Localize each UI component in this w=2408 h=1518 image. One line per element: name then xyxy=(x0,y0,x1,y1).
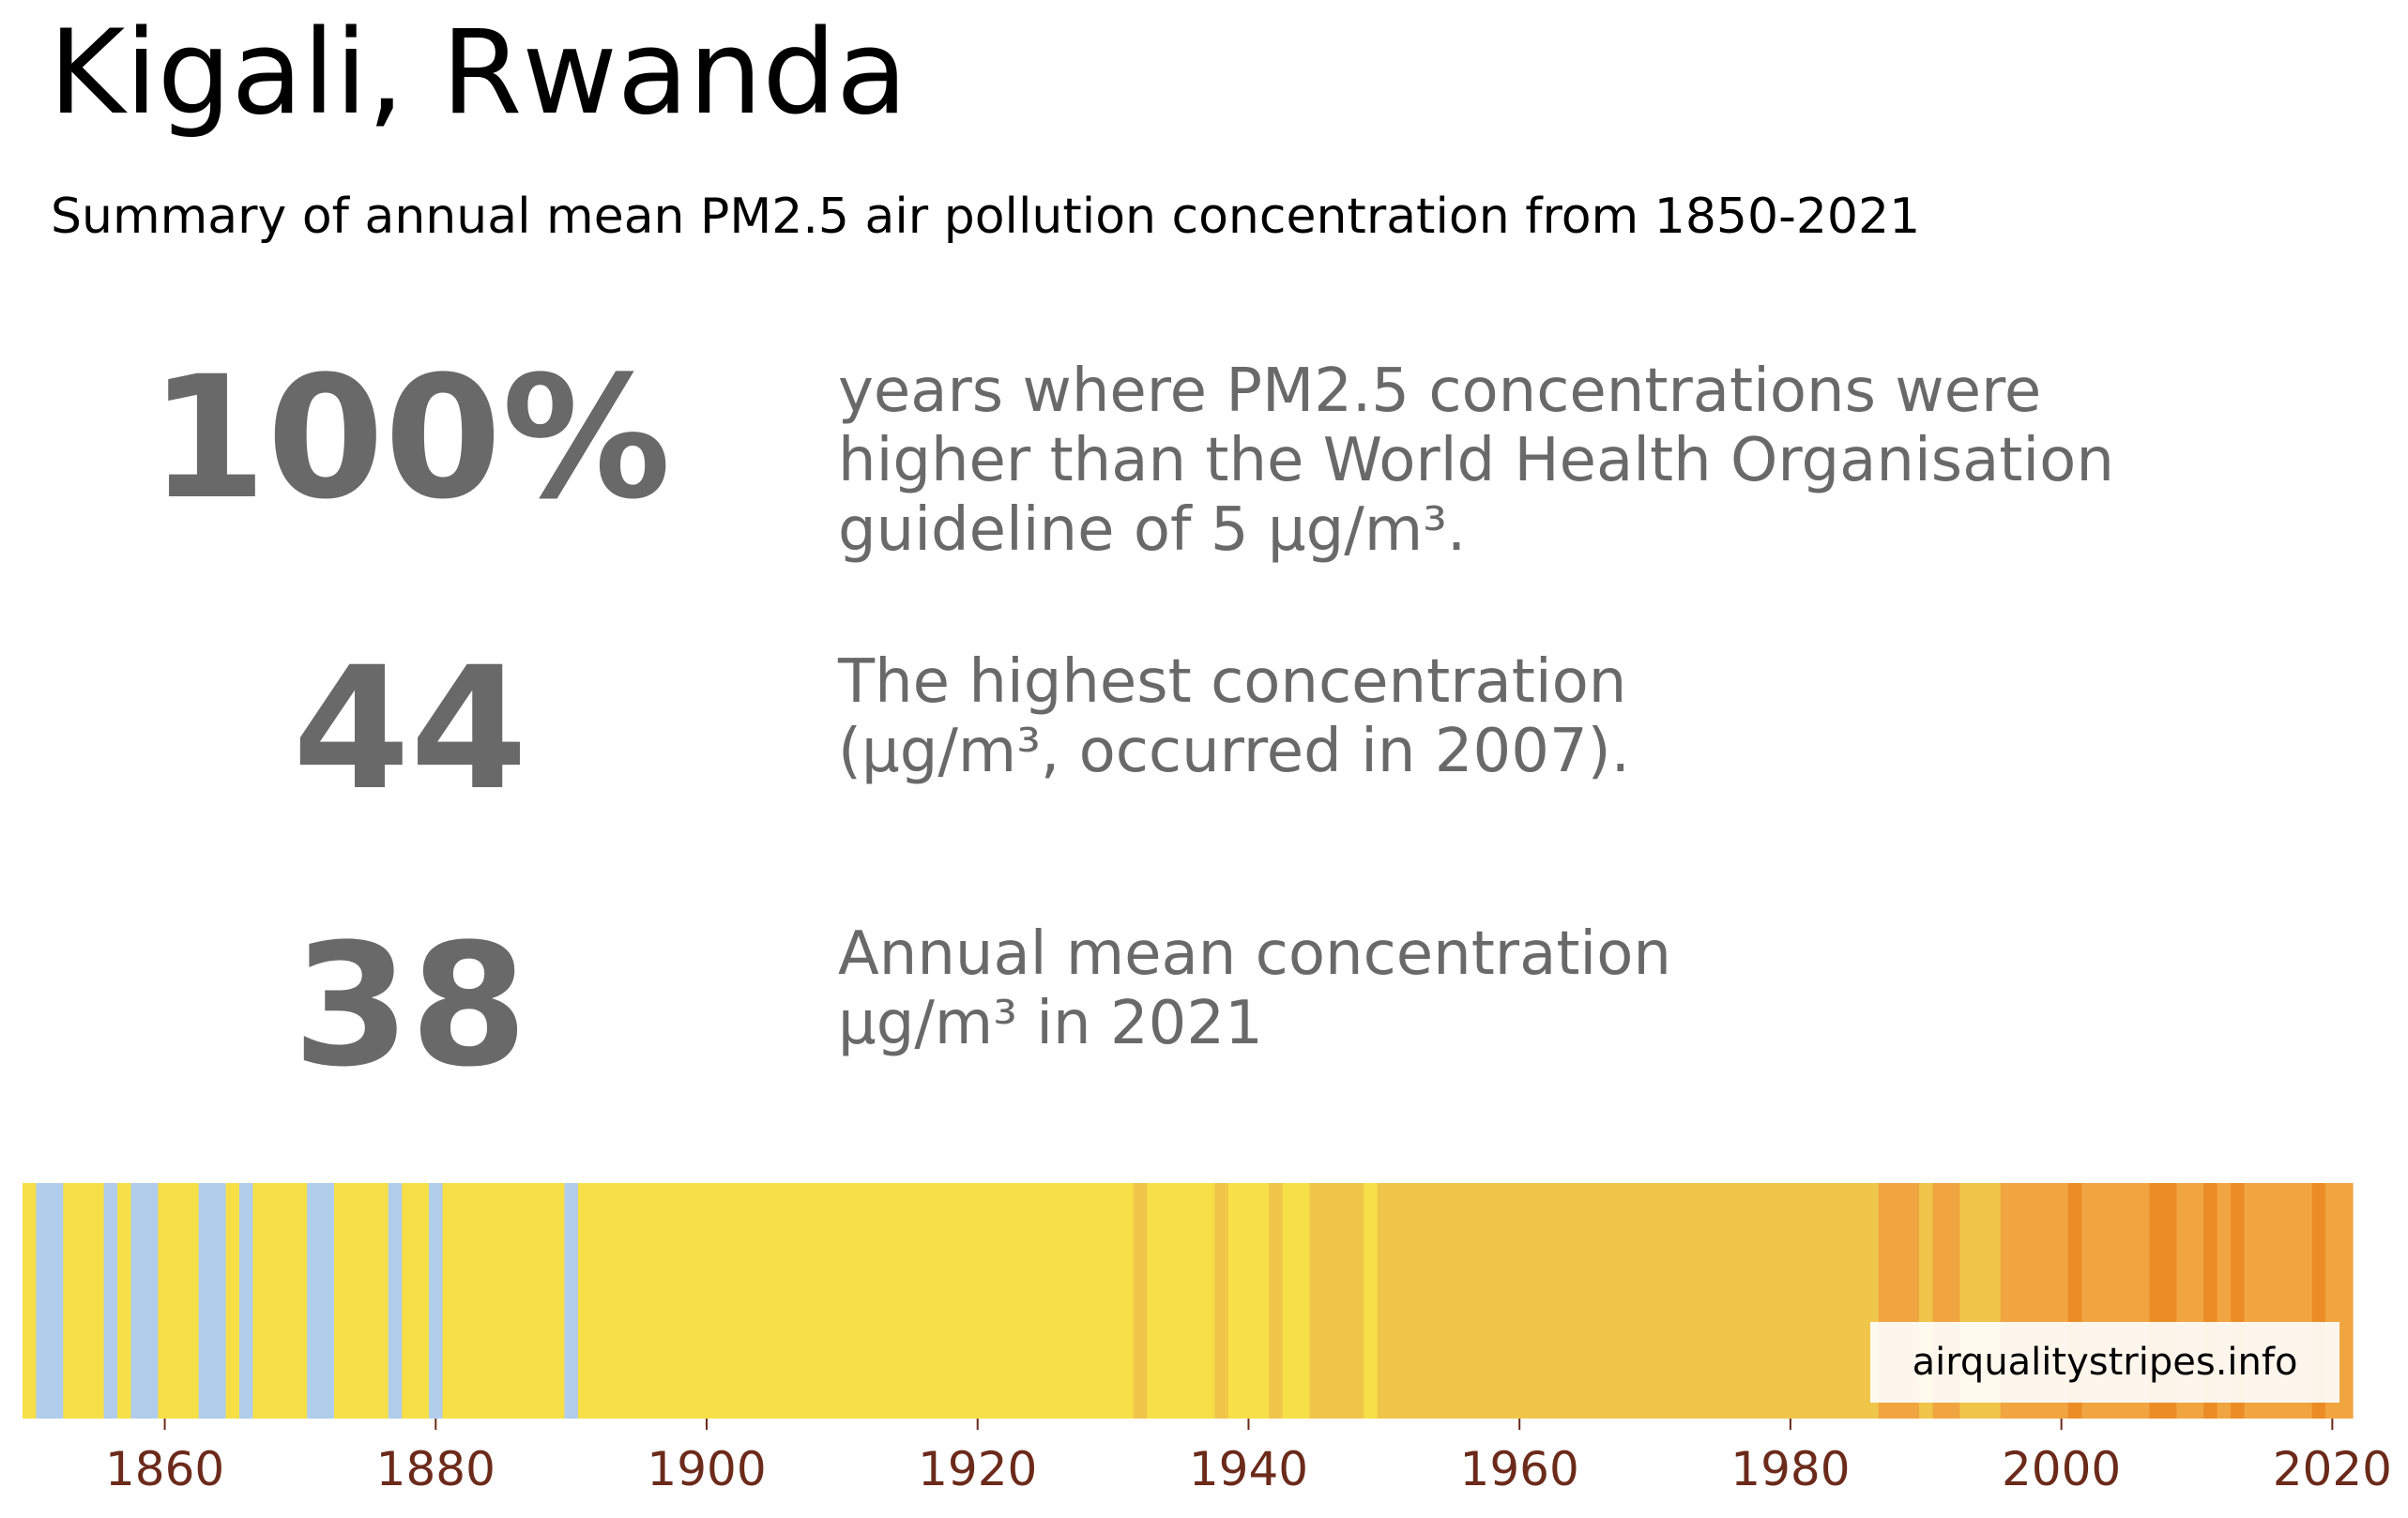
stripe-1860-1862 xyxy=(158,1183,200,1419)
stat-highest-value: 44 xyxy=(292,631,528,827)
stripe-1932-1932 xyxy=(1133,1183,1148,1419)
stripe-1871-1872 xyxy=(307,1183,335,1419)
stripe-1880-1880 xyxy=(429,1183,444,1419)
stat-percent-value: 100% xyxy=(148,341,672,537)
stripe-1949-1949 xyxy=(1364,1183,1379,1419)
stripe-1857-1857 xyxy=(117,1183,132,1419)
stripe-1950-1986 xyxy=(1377,1183,1880,1419)
stripe-1881-1889 xyxy=(442,1183,566,1419)
stripe-1856-1856 xyxy=(103,1183,118,1419)
page-title: Kigali, Rwanda xyxy=(49,6,908,141)
stat-annual-value: 38 xyxy=(292,908,528,1104)
x-tick-label-1880: 1880 xyxy=(376,1442,495,1496)
stripe-1865-1865 xyxy=(225,1183,240,1419)
stripe-1943-1944 xyxy=(1282,1183,1311,1419)
x-tick-label-1920: 1920 xyxy=(918,1442,1037,1496)
stat-highest-description: The highest concentration (µg/m³, occurr… xyxy=(838,647,1630,786)
source-badge: airqualitystripes.info xyxy=(1870,1322,2339,1403)
page-subtitle: Summary of annual mean PM2.5 air polluti… xyxy=(51,189,1921,245)
stripe-1945-1948 xyxy=(1309,1183,1364,1419)
stripe-1873-1876 xyxy=(334,1183,389,1419)
stripe-1863-1864 xyxy=(198,1183,227,1419)
x-tick-label-1900: 1900 xyxy=(647,1442,766,1496)
stat-annual-description: Annual mean concentration µg/m³ in 2021 xyxy=(838,919,1671,1058)
stripe-1938-1938 xyxy=(1214,1183,1229,1419)
x-tick-label-1860: 1860 xyxy=(105,1442,224,1496)
x-tick-label-1940: 1940 xyxy=(1189,1442,1308,1496)
stripe-1867-1870 xyxy=(252,1183,308,1419)
stripe-1939-1941 xyxy=(1227,1183,1270,1419)
stripe-1878-1879 xyxy=(402,1183,430,1419)
stripe-1858-1859 xyxy=(130,1183,159,1419)
stat-percent-description: years where PM2.5 concentrations were hi… xyxy=(838,357,2114,565)
x-tick-label-1980: 1980 xyxy=(1730,1442,1850,1496)
stripe-1850-1850 xyxy=(23,1183,38,1419)
x-tick-label-1960: 1960 xyxy=(1460,1442,1579,1496)
x-tick-label-2000: 2000 xyxy=(2002,1442,2121,1496)
stripe-1890-1890 xyxy=(564,1183,579,1419)
stripe-1877-1877 xyxy=(388,1183,403,1419)
stripe-1891-1931 xyxy=(577,1183,1135,1419)
stripe-1942-1942 xyxy=(1269,1183,1284,1419)
stripe-1853-1855 xyxy=(63,1183,105,1419)
stripe-1866-1866 xyxy=(238,1183,254,1419)
x-tick-label-2020: 2020 xyxy=(2273,1442,2392,1496)
stripe-1851-1852 xyxy=(36,1183,64,1419)
stripe-1933-1937 xyxy=(1147,1183,1215,1419)
